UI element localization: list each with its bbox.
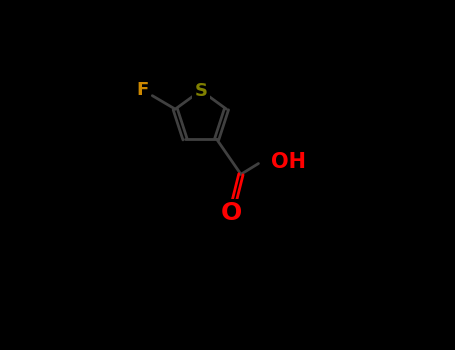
Text: F: F xyxy=(137,81,149,99)
Text: O: O xyxy=(221,201,242,225)
Text: S: S xyxy=(194,82,207,99)
Text: OH: OH xyxy=(271,152,306,172)
